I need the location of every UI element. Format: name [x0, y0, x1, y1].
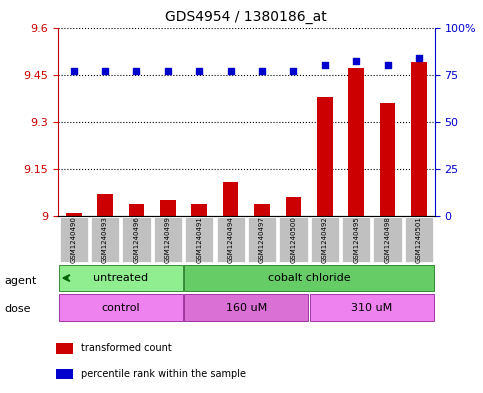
FancyBboxPatch shape [184, 265, 434, 291]
FancyBboxPatch shape [154, 217, 182, 263]
Text: GSM1240494: GSM1240494 [227, 217, 234, 263]
Text: GSM1240490: GSM1240490 [71, 216, 77, 263]
Point [290, 68, 298, 74]
Text: GSM1240499: GSM1240499 [165, 216, 171, 263]
FancyBboxPatch shape [91, 217, 119, 263]
FancyBboxPatch shape [59, 217, 88, 263]
Text: GSM1240495: GSM1240495 [353, 217, 359, 263]
FancyBboxPatch shape [185, 217, 213, 263]
Point [133, 68, 141, 74]
Text: percentile rank within the sample: percentile rank within the sample [81, 369, 246, 379]
Point [384, 62, 392, 68]
Text: GSM1240493: GSM1240493 [102, 216, 108, 263]
FancyBboxPatch shape [122, 217, 151, 263]
Text: GSM1240498: GSM1240498 [384, 216, 391, 263]
FancyBboxPatch shape [58, 294, 183, 321]
FancyBboxPatch shape [184, 294, 309, 321]
Bar [66, 213, 82, 216]
Bar [128, 204, 144, 216]
Text: transformed count: transformed count [81, 343, 172, 353]
Bar [56, 369, 72, 380]
FancyBboxPatch shape [279, 217, 308, 263]
FancyBboxPatch shape [311, 217, 339, 263]
Point [227, 68, 235, 74]
Point [353, 58, 360, 64]
Text: 160 uM: 160 uM [226, 303, 267, 312]
Point [195, 68, 203, 74]
Title: GDS4954 / 1380186_at: GDS4954 / 1380186_at [166, 10, 327, 24]
Bar [317, 97, 333, 216]
FancyBboxPatch shape [58, 265, 183, 291]
Bar [160, 200, 176, 216]
Text: cobalt chloride: cobalt chloride [268, 273, 351, 283]
Bar [411, 62, 427, 216]
Text: GSM1240501: GSM1240501 [416, 216, 422, 263]
FancyBboxPatch shape [373, 217, 402, 263]
Text: GSM1240492: GSM1240492 [322, 217, 328, 263]
FancyBboxPatch shape [405, 217, 433, 263]
Bar [223, 182, 239, 216]
Bar [56, 343, 72, 354]
Bar [380, 103, 396, 216]
Text: control: control [101, 303, 140, 312]
Text: 310 uM: 310 uM [351, 303, 393, 312]
Bar [285, 197, 301, 216]
Point [164, 68, 172, 74]
Bar [191, 204, 207, 216]
Point [415, 55, 423, 61]
Text: agent: agent [5, 276, 37, 286]
Point [70, 68, 78, 74]
FancyBboxPatch shape [216, 217, 245, 263]
Text: dose: dose [5, 303, 31, 314]
Text: GSM1240496: GSM1240496 [133, 216, 140, 263]
Text: untreated: untreated [93, 273, 148, 283]
Bar [254, 204, 270, 216]
Bar [97, 194, 113, 216]
Point [258, 68, 266, 74]
Point [101, 68, 109, 74]
FancyBboxPatch shape [310, 294, 434, 321]
Text: GSM1240491: GSM1240491 [196, 216, 202, 263]
Text: GSM1240500: GSM1240500 [290, 216, 297, 263]
FancyBboxPatch shape [248, 217, 276, 263]
FancyBboxPatch shape [342, 217, 370, 263]
Bar [348, 68, 364, 216]
Point [321, 62, 328, 68]
Text: GSM1240497: GSM1240497 [259, 216, 265, 263]
